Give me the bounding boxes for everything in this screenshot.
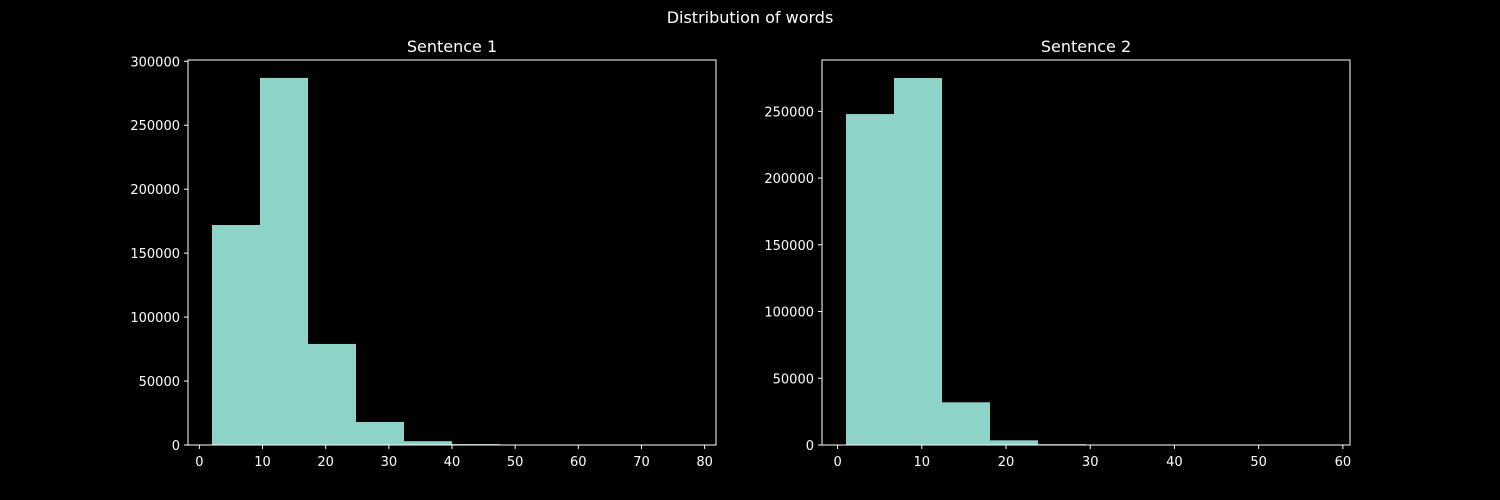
- subplot-sentence-2: 0 10 20 30 40 50 60 0 50000 100000 150000 200000 250…: [764, 37, 1351, 470]
- x-tick-label: 20: [317, 455, 334, 470]
- axes-frame: [821, 59, 1351, 446]
- histogram-bar: [846, 114, 894, 446]
- y-tick-label: 0: [172, 439, 180, 454]
- y-tick-label: 300000: [130, 55, 180, 70]
- figure-suptitle: Distribution of words: [667, 8, 834, 27]
- subplot-sentence-1: 0 10 20 30 40 50 60 70 80 0 50000 100000 150000 20000…: [130, 37, 717, 470]
- x-tick-label: 60: [1335, 455, 1352, 470]
- x-tick-label: 30: [381, 455, 398, 470]
- histogram-bar: [308, 343, 356, 445]
- y-tick-label: 200000: [764, 172, 814, 187]
- y-tick-label: 150000: [764, 239, 814, 254]
- y-tick-label: 250000: [764, 105, 814, 120]
- x-tick-label: 0: [833, 455, 841, 470]
- x-tick-label: 40: [444, 455, 461, 470]
- x-tick-label: 30: [1082, 455, 1099, 470]
- x-tick-label: 70: [633, 455, 650, 470]
- histogram-bar: [990, 440, 1038, 445]
- x-tick-label: 0: [195, 455, 203, 470]
- x-tick-label: 40: [1166, 455, 1183, 470]
- x-tick-label: 10: [914, 455, 931, 470]
- subplot-title: Sentence 1: [407, 37, 497, 56]
- x-tick-label: 10: [254, 455, 271, 470]
- histogram-bar: [894, 78, 942, 445]
- y-tick-label: 200000: [130, 183, 180, 198]
- histogram-bar: [942, 402, 990, 445]
- y-tick-label: 100000: [764, 306, 814, 321]
- y-tick-label: 0: [806, 439, 814, 454]
- y-tick-label: 50000: [773, 372, 814, 387]
- x-tick-label: 50: [507, 455, 524, 470]
- y-tick-label: 250000: [130, 119, 180, 134]
- histogram-bar: [260, 77, 308, 445]
- histogram-bar: [356, 421, 404, 445]
- x-tick-label: 50: [1250, 455, 1267, 470]
- histogram-bar: [212, 225, 260, 445]
- subplot-title: Sentence 2: [1041, 37, 1131, 56]
- y-tick-label: 50000: [139, 375, 180, 390]
- y-tick-label: 100000: [130, 311, 180, 326]
- x-tick-label: 60: [570, 455, 587, 470]
- y-tick-label: 150000: [130, 247, 180, 262]
- x-tick-label: 80: [696, 455, 713, 470]
- x-tick-label: 20: [998, 455, 1015, 470]
- histogram-bar: [404, 441, 452, 445]
